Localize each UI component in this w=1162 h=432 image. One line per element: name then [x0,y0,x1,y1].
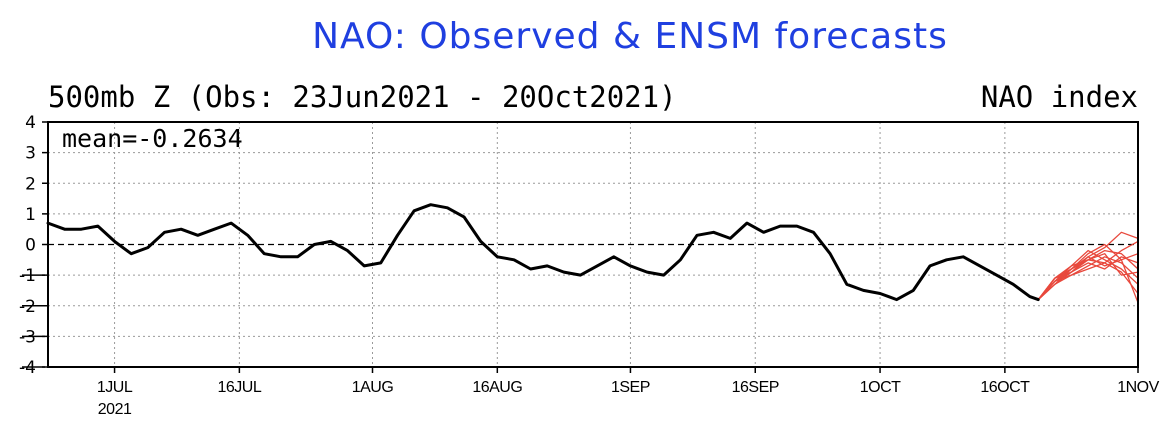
mean-annotation: mean=-0.2634 [62,124,243,153]
x-tick-label: 1SEP [611,379,650,396]
y-tick-label: 4 [25,113,36,133]
x-tick-sublabel: 2021 [98,401,132,418]
forecast-member-line [1037,253,1139,300]
forecast-member-line [1037,256,1139,303]
x-tick-label: 1OCT [860,379,901,396]
observed-series [46,203,1040,302]
forecast-member-line [1037,243,1139,301]
y-tick-label: 2 [25,174,36,194]
y-tick-label: -1 [19,266,36,286]
y-tick-label: -4 [19,358,36,378]
y-tick-label: 0 [25,236,36,256]
observed-line [46,203,1040,302]
chart-title: NAO: Observed & ENSM forecasts [312,16,948,57]
x-tick-label: 1JUL [97,379,133,396]
forecast-member-line [1037,240,1139,301]
x-tick-label: 1NOV [1117,379,1159,396]
forecast-ensemble [1037,231,1139,303]
y-tick-label: 1 [25,205,36,225]
chart-subtitle-right: NAO index [981,80,1138,114]
x-tick-label: 16SEP [732,379,779,396]
y-axis: -4 -3 -2 -1 0 1 2 3 4 [19,113,48,378]
y-tick-label: -3 [19,327,36,347]
chart-subtitle-left: 500mb Z (Obs: 23Jun2021 - 20Oct2021) [48,80,677,114]
x-tick-label: 16JUL [217,379,261,396]
y-tick-label: -2 [19,297,36,317]
x-tick-label: 1AUG [352,379,394,396]
x-tick-label: 16OCT [980,379,1030,396]
grid [48,122,1138,367]
x-tick-label: 16AUG [472,379,522,396]
x-axis: 1JUL 2021 16JUL 1AUG 16AUG 1SEP 16SEP 1OCT 16OCT… [97,367,1160,418]
y-tick-label: 3 [25,144,36,164]
